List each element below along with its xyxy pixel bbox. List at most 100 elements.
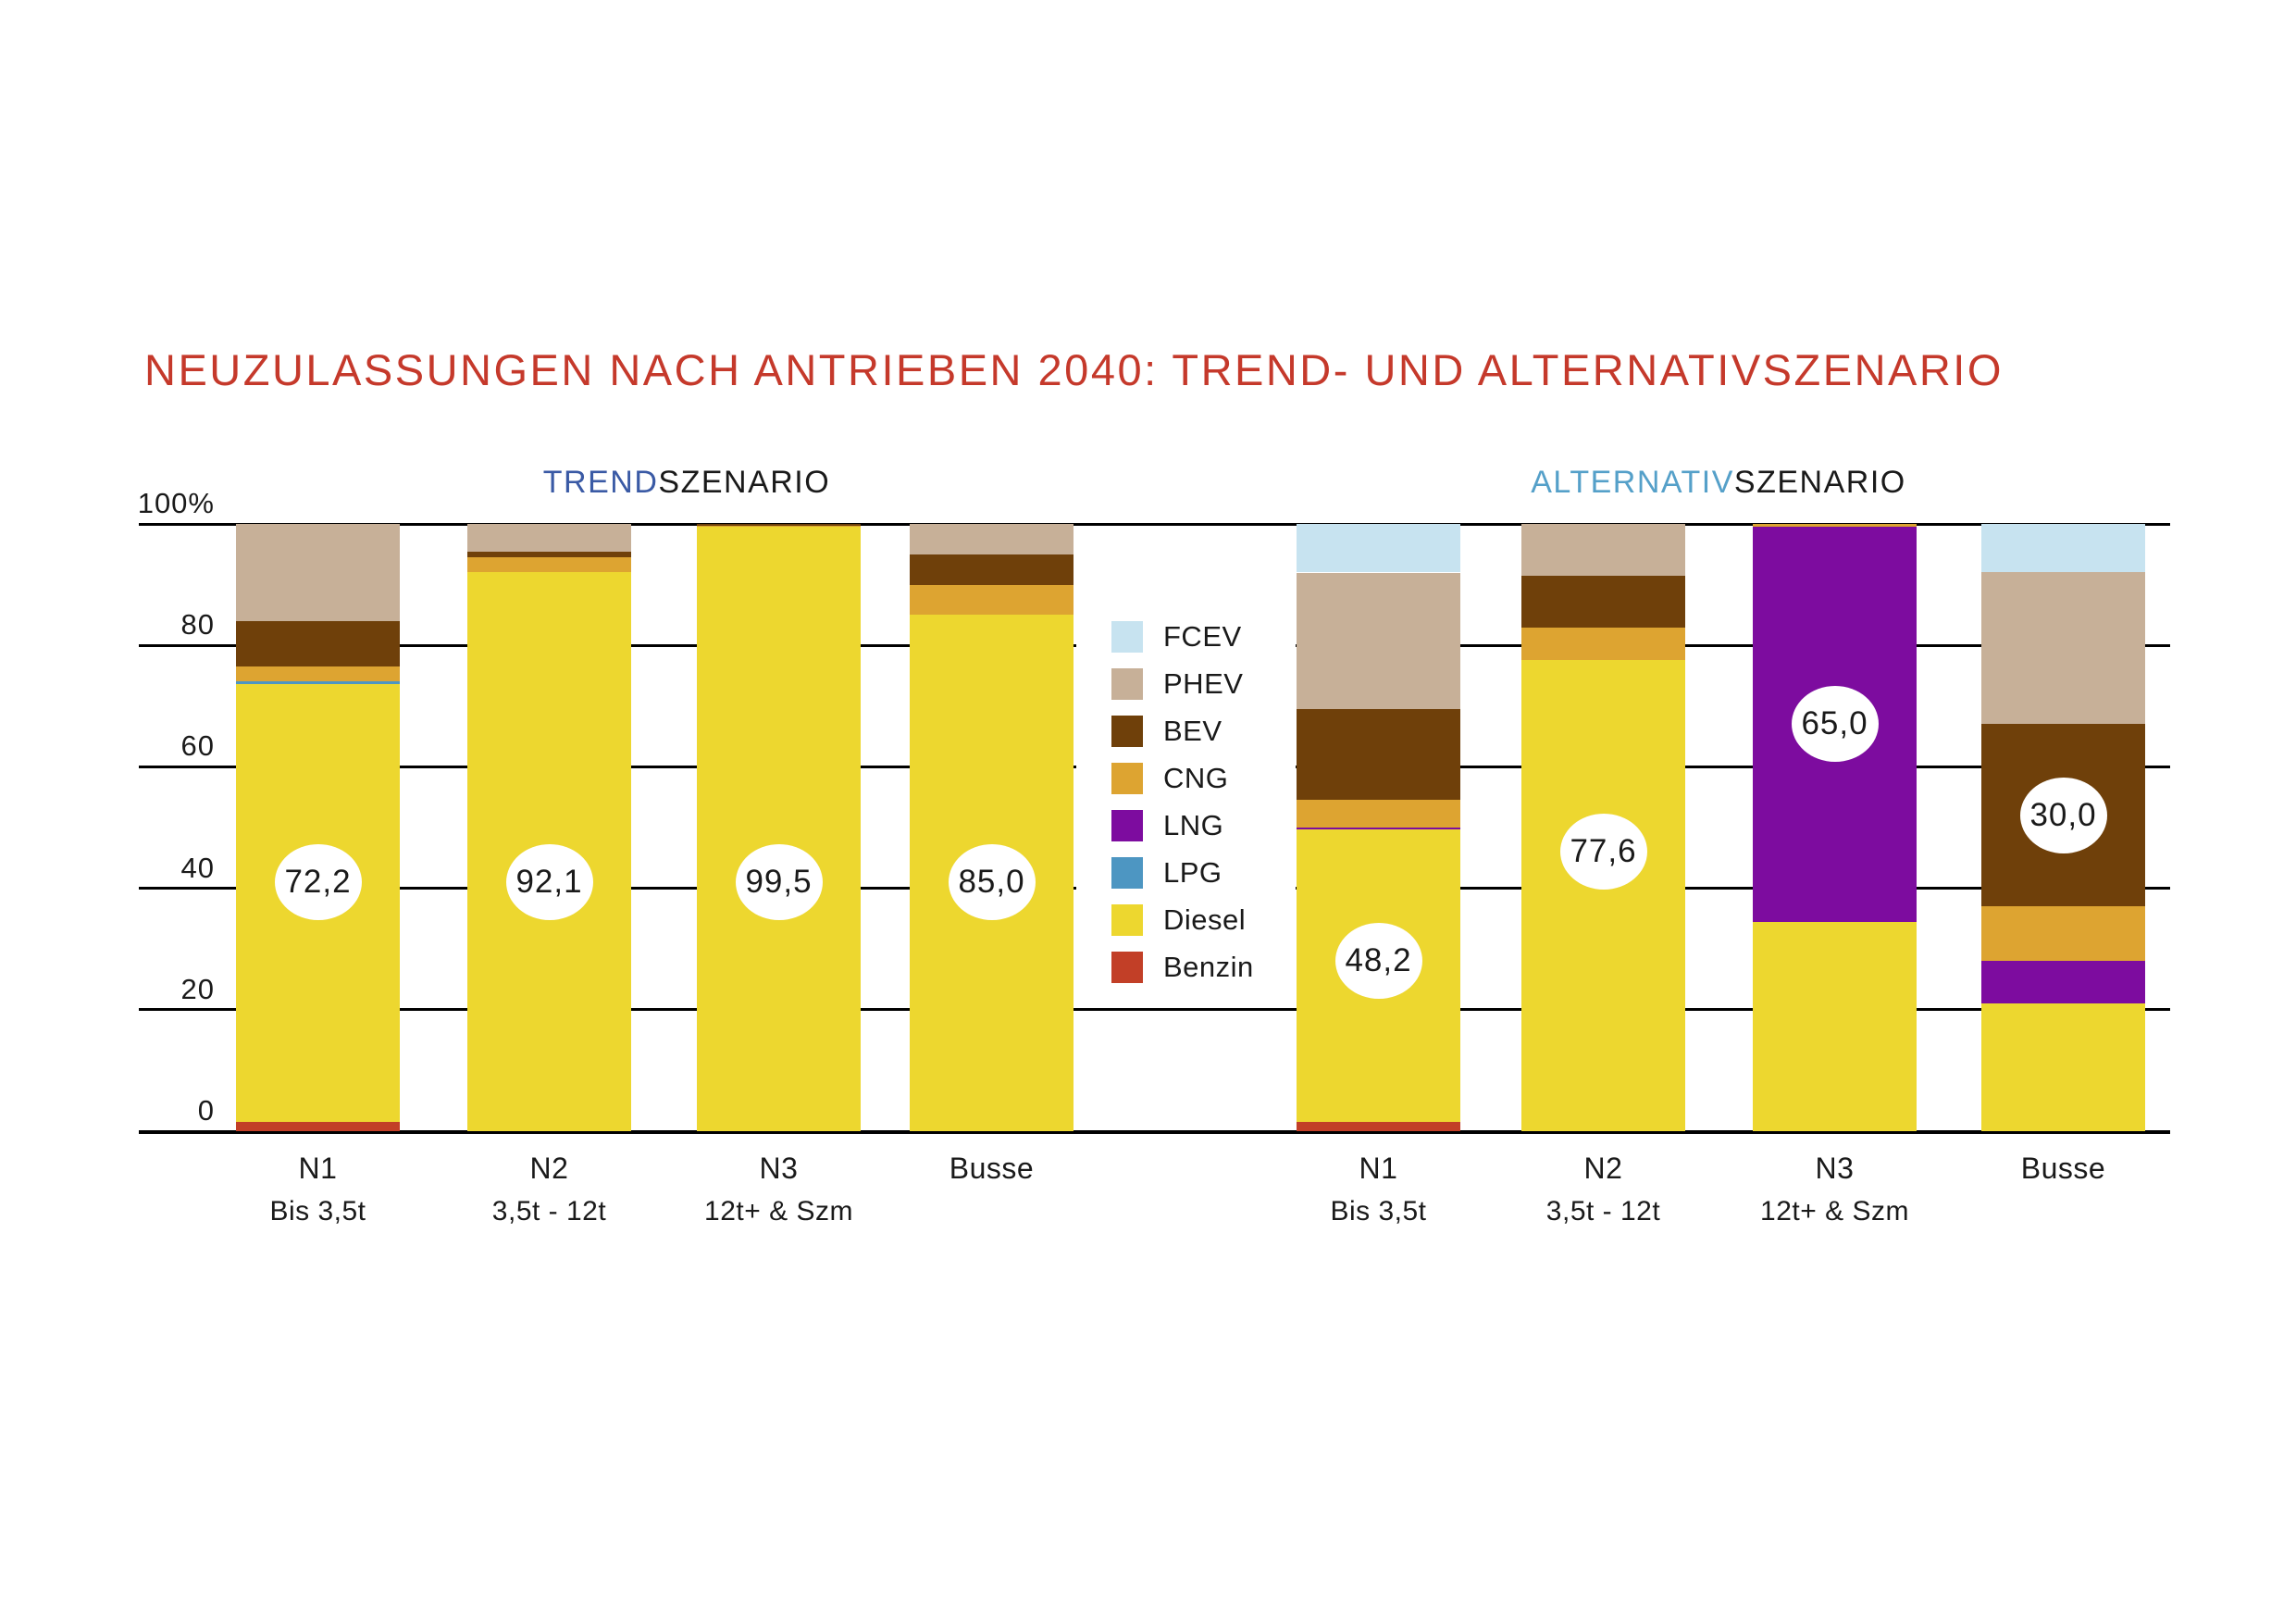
segment-cng (1521, 627, 1685, 660)
segment-cng (1297, 800, 1460, 828)
segment-cng (1981, 906, 2145, 962)
phev-color-swatch (1111, 667, 1143, 700)
x-axis-category-label: N1 (298, 1152, 338, 1185)
trend-scenario-heading: TRENDSZENARIO (363, 465, 1011, 501)
bar-value-label: 65,0 (1791, 686, 1879, 763)
legend-label: LPG (1163, 855, 1222, 889)
bar-value-label: 85,0 (948, 844, 1036, 921)
x-axis-category-label: Busse (949, 1152, 1035, 1185)
trend-scenario-heading-rest: SZENARIO (658, 465, 831, 500)
segment-diesel (1981, 1003, 2145, 1131)
segment-fcev (1297, 524, 1460, 573)
x-axis-category-label: N2 (1583, 1152, 1623, 1185)
bar-alternativ-n3: 65,0 (1753, 524, 1917, 1131)
segment-benzin (236, 1122, 400, 1131)
segment-bev (910, 554, 1074, 585)
segment-bev (467, 552, 631, 558)
bar-alternativ-n1: 48,2 (1297, 524, 1460, 1131)
legend-label: BEV (1163, 714, 1222, 747)
y-axis-tick-label: 0 (197, 1094, 215, 1127)
bar-trend-n1: 72,2 (236, 524, 400, 1131)
x-axis-category-sublabel: Bis 3,5t (1330, 1196, 1427, 1227)
segment-benzin (1297, 1122, 1460, 1131)
x-axis-category-sublabel: 3,5t - 12t (1545, 1196, 1661, 1227)
legend-label: FCEV (1163, 619, 1242, 653)
y-axis-tick-label: 40 (180, 851, 215, 884)
benzin-color-swatch (1111, 951, 1143, 983)
legend-item-fcev: FCEV (1111, 613, 1296, 660)
bar-trend-n3: 99,5 (697, 524, 861, 1131)
fcev-color-swatch (1111, 620, 1143, 653)
segment-cng (467, 557, 631, 572)
x-axis-category-sublabel: 12t+ & Szm (1760, 1196, 1909, 1227)
y-axis-tick-label: 20 (180, 972, 215, 1005)
segment-diesel (1521, 659, 1685, 1131)
segment-phev (1521, 524, 1685, 577)
legend-item-cng: CNG (1111, 754, 1296, 802)
segment-bev (236, 620, 400, 667)
segment-phev (1297, 572, 1460, 710)
segment-phev (467, 524, 631, 553)
segment-bev (1297, 709, 1460, 801)
x-axis-category-label: N2 (529, 1152, 569, 1185)
segment-cng (910, 584, 1074, 616)
cng-color-swatch (1111, 762, 1143, 794)
segment-cng (1753, 524, 1917, 528)
bar-value-label: 99,5 (735, 844, 823, 921)
lng-color-swatch (1111, 809, 1143, 841)
bar-value-label: 72,2 (274, 844, 362, 921)
chart-title: NEUZULASSUNGEN NACH ANTRIEBEN 2040: TREN… (144, 345, 2004, 394)
segment-phev (236, 524, 400, 621)
legend: FCEV PHEV BEV CNG LNG LPG Diesel Benzin (1076, 533, 1296, 1000)
x-axis-category-sublabel: 3,5t - 12t (491, 1196, 607, 1227)
legend-item-phev: PHEV (1111, 660, 1296, 707)
bar-alternativ-busse: 30,0 (1981, 524, 2145, 1131)
legend-label: LNG (1163, 808, 1224, 841)
x-axis-category-label: Busse (2020, 1152, 2106, 1185)
y-axis-tick-label: 60 (180, 729, 215, 763)
legend-label: CNG (1163, 761, 1229, 794)
trend-scenario-heading-accent: TREND (542, 465, 659, 500)
segment-fcev (1981, 524, 2145, 573)
legend-label: Benzin (1163, 950, 1254, 983)
x-axis-category-label: N3 (1815, 1152, 1855, 1185)
legend-item-lpg: LPG (1111, 849, 1296, 896)
legend-item-benzin: Benzin (1111, 943, 1296, 990)
legend-item-lng: LNG (1111, 802, 1296, 849)
y-axis-tick-label: 100% (137, 487, 215, 519)
segment-bev (1521, 576, 1685, 628)
alternative-scenario-heading: ALTERNATIVSZENARIO (1395, 465, 2042, 501)
diesel-color-swatch (1111, 903, 1143, 936)
bar-value-label: 92,1 (505, 844, 593, 921)
legend-item-bev: BEV (1111, 707, 1296, 754)
segment-lng (1297, 828, 1460, 829)
x-axis-category-label: N1 (1359, 1152, 1398, 1185)
bar-value-label: 48,2 (1334, 923, 1422, 1000)
bar-trend-busse: 85,0 (910, 524, 1074, 1131)
x-axis-category-sublabel: Bis 3,5t (269, 1196, 366, 1227)
x-axis-category-sublabel: 12t+ & Szm (704, 1196, 853, 1227)
bev-color-swatch (1111, 715, 1143, 747)
bar-trend-n2: 92,1 (467, 524, 631, 1131)
alternative-scenario-heading-rest: SZENARIO (1733, 465, 1906, 500)
gridline-100 (139, 522, 2170, 526)
gridline-0 (139, 1129, 2170, 1134)
segment-bev (697, 524, 861, 526)
legend-label: PHEV (1163, 666, 1244, 700)
legend-label: Diesel (1163, 903, 1247, 936)
legend-item-diesel: Diesel (1111, 896, 1296, 943)
segment-lpg (236, 680, 400, 684)
bar-alternativ-n2: 77,6 (1521, 524, 1685, 1131)
segment-cng (236, 666, 400, 681)
segment-lng (1981, 961, 2145, 1004)
segment-phev (1981, 572, 2145, 725)
lpg-color-swatch (1111, 856, 1143, 889)
segment-diesel (1753, 921, 1917, 1131)
y-axis-tick-label: 80 (180, 608, 215, 641)
segment-phev (910, 524, 1074, 554)
gridline-20 (139, 1008, 2170, 1012)
alternative-scenario-heading-accent: ALTERNATIV (1531, 465, 1734, 500)
bar-value-label: 77,6 (1559, 814, 1647, 890)
segment-cng (697, 525, 861, 528)
